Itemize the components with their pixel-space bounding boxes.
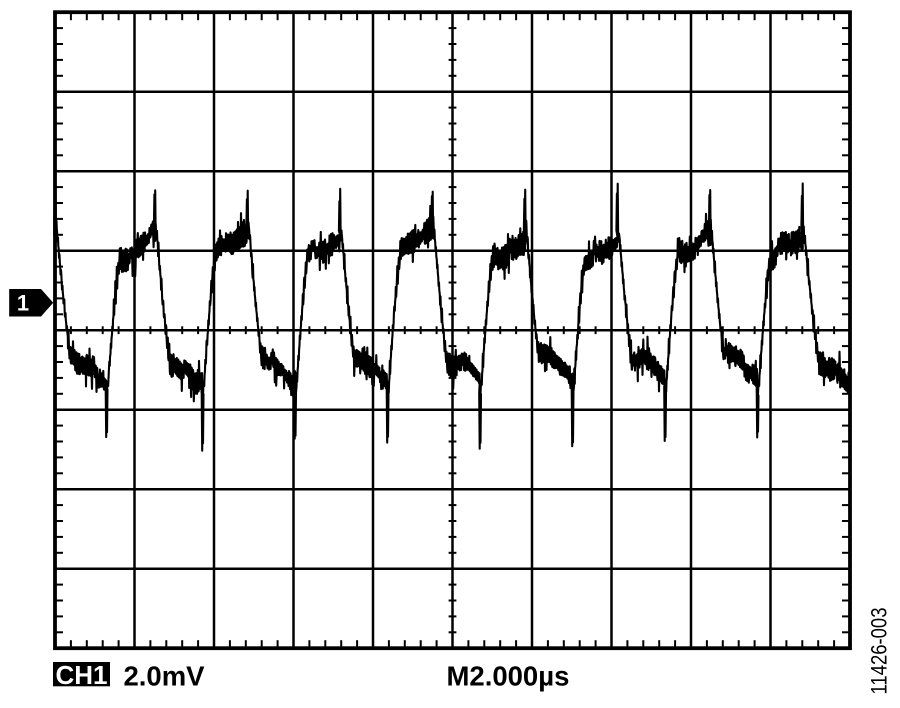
svg-text:1: 1 [17,291,29,316]
svg-text:2.0mV: 2.0mV [124,661,206,692]
svg-text:CH1: CH1 [55,660,107,690]
svg-text:M2.000µs: M2.000µs [447,661,570,692]
svg-text:11426-003: 11426-003 [868,608,892,695]
